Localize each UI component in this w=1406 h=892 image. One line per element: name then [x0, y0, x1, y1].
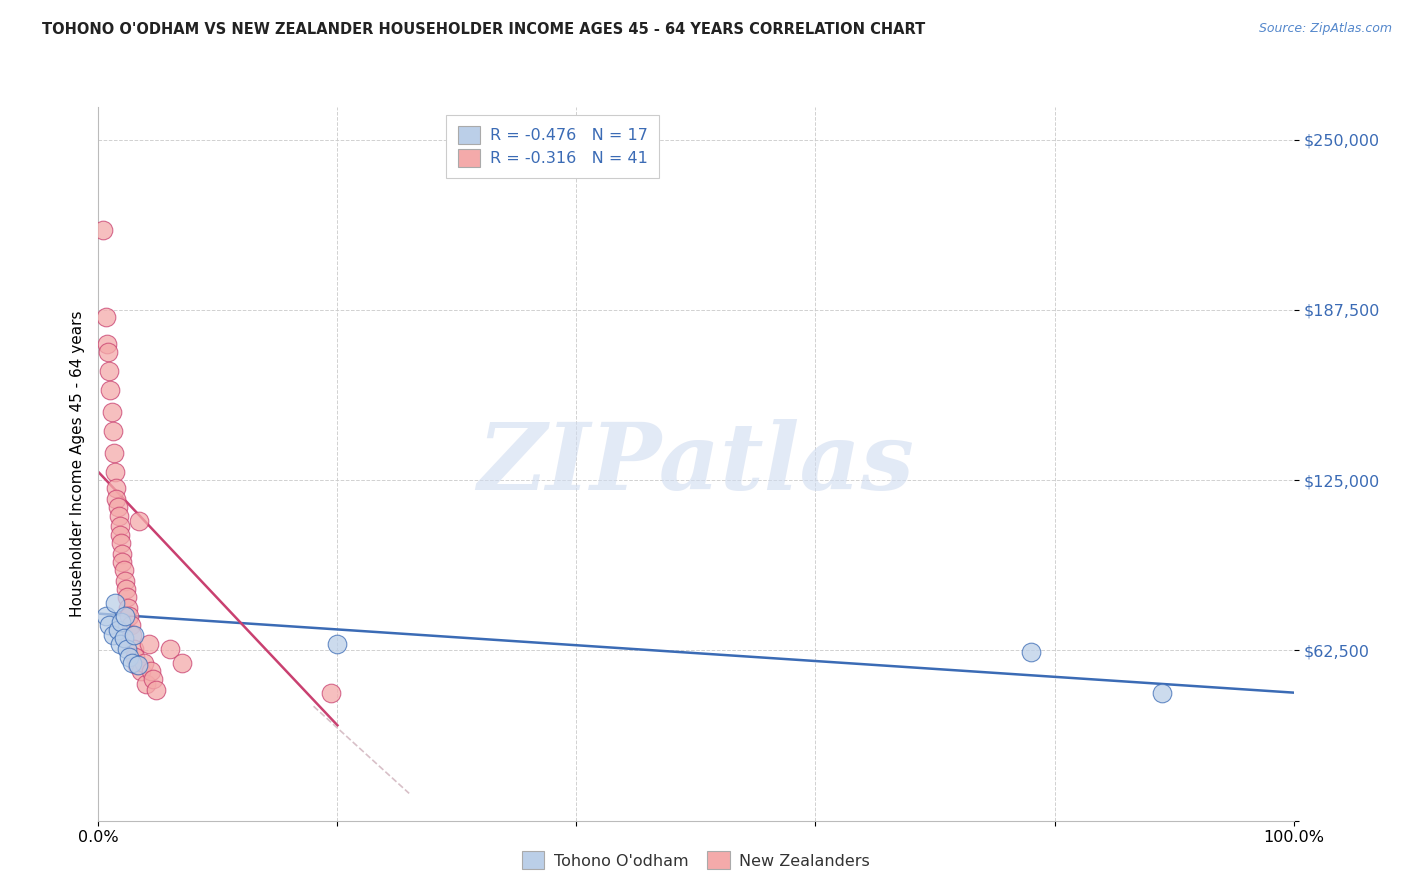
Point — [110, 536, 132, 550]
Text: Source: ZipAtlas.com: Source: ZipAtlas.com — [1258, 22, 1392, 36]
Point — [121, 656, 143, 670]
Point — [115, 591, 138, 605]
Point — [118, 609, 141, 624]
Point — [115, 582, 138, 596]
Point — [172, 656, 194, 670]
Point — [108, 519, 131, 533]
Point — [98, 384, 122, 398]
Point — [321, 685, 343, 699]
Point — [139, 664, 162, 678]
Text: ZIPatlas: ZIPatlas — [478, 419, 914, 508]
Point — [107, 500, 129, 515]
Point — [132, 656, 155, 670]
Point — [125, 658, 148, 673]
Point — [97, 345, 120, 359]
Point — [107, 623, 129, 637]
Point — [96, 337, 118, 351]
Point — [114, 609, 136, 624]
Point — [94, 310, 117, 324]
Point — [128, 514, 150, 528]
Point — [100, 405, 122, 419]
Legend: Tohono O'odham, New Zealanders: Tohono O'odham, New Zealanders — [513, 844, 879, 877]
Point — [118, 650, 141, 665]
Point — [108, 527, 131, 541]
Point — [114, 574, 136, 588]
Text: TOHONO O'ODHAM VS NEW ZEALANDER HOUSEHOLDER INCOME AGES 45 - 64 YEARS CORRELATIO: TOHONO O'ODHAM VS NEW ZEALANDER HOUSEHOL… — [42, 22, 925, 37]
Point — [98, 364, 121, 378]
Point — [108, 637, 131, 651]
Point — [120, 617, 142, 632]
Point — [94, 609, 117, 624]
Point — [135, 677, 157, 691]
Point — [110, 615, 132, 629]
Point — [105, 481, 128, 495]
Point — [104, 596, 127, 610]
Point — [138, 637, 160, 651]
Point — [112, 563, 135, 577]
Point — [101, 424, 124, 438]
Point — [115, 642, 138, 657]
Point — [103, 446, 125, 460]
Point — [326, 637, 349, 651]
Point — [121, 628, 143, 642]
Point — [142, 672, 165, 686]
Point — [98, 617, 121, 632]
Point — [124, 650, 146, 665]
Point — [111, 547, 134, 561]
Point — [104, 465, 127, 479]
Point — [131, 664, 153, 678]
Point — [1150, 685, 1173, 699]
Point — [127, 658, 149, 673]
Y-axis label: Householder Income Ages 45 - 64 years: Householder Income Ages 45 - 64 years — [69, 310, 84, 617]
Point — [159, 642, 181, 657]
Point — [124, 628, 146, 642]
Point — [101, 628, 124, 642]
Point — [111, 555, 134, 569]
Point — [124, 642, 146, 657]
Point — [1019, 645, 1042, 659]
Point — [112, 631, 135, 645]
Point — [91, 222, 114, 236]
Point — [145, 682, 167, 697]
Point — [117, 601, 139, 615]
Point — [105, 492, 128, 507]
Point — [107, 508, 129, 523]
